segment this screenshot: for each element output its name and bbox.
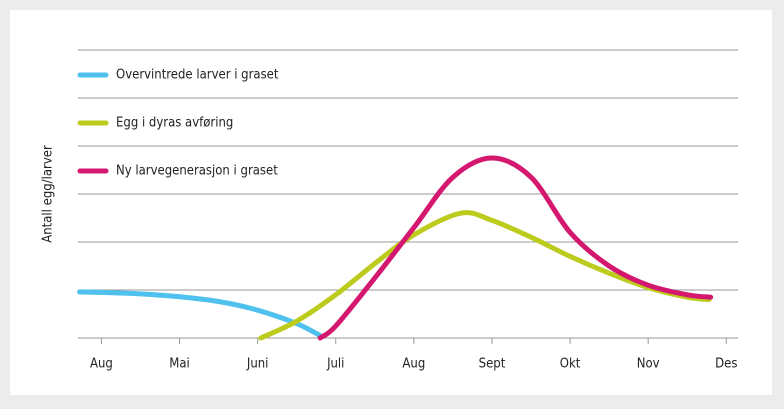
x-tick-label: Aug: [402, 357, 425, 372]
x-tick-label: Juli: [326, 357, 344, 372]
y-axis-label: Antall egg/larver: [41, 145, 56, 243]
x-tick-label: Juni: [246, 357, 269, 372]
line-series: [317, 155, 714, 341]
x-tick-label: Des: [715, 357, 737, 372]
x-tick-label: Sept: [479, 357, 506, 372]
legend-label: Egg i dyras avføring: [116, 116, 233, 131]
x-tick-label: Mai: [169, 357, 190, 372]
legend-label: Ny larvegenerasjon i graset: [116, 164, 278, 179]
legend-label: Overvintrede larver i graset: [116, 68, 279, 83]
x-tick-label: Okt: [560, 357, 581, 372]
x-tick-label: Aug: [90, 357, 113, 372]
chart-background: [10, 10, 772, 395]
x-tick-label: Nov: [637, 357, 660, 372]
